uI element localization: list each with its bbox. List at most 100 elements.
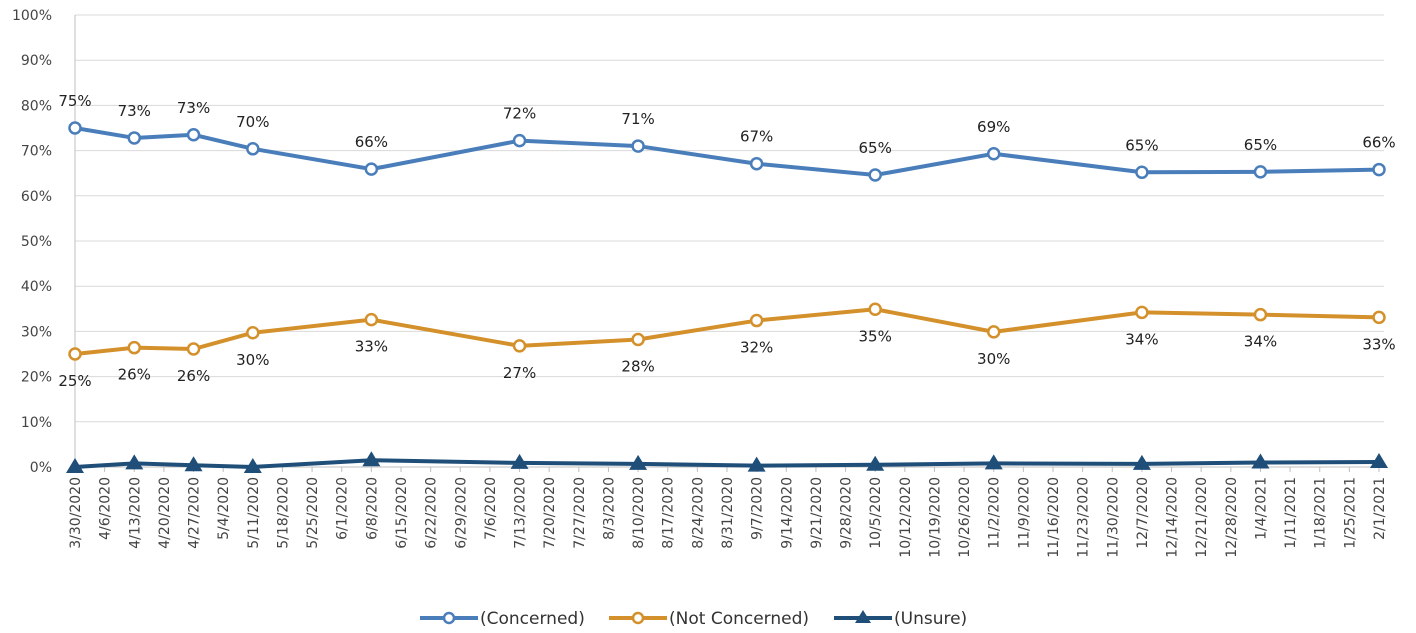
- marker: [186, 342, 201, 356]
- x-tick-label: 10/5/2020: [868, 477, 884, 549]
- x-tick-label: 8/10/2020: [631, 477, 647, 549]
- y-tick-label: 30%: [21, 324, 52, 340]
- data-label: 73%: [177, 99, 210, 117]
- x-tick-label: 8/17/2020: [661, 477, 677, 549]
- x-tick-label: 9/14/2020: [779, 477, 795, 549]
- y-tick-label: 20%: [21, 370, 52, 386]
- data-label: 66%: [355, 133, 388, 151]
- x-tick-label: 8/3/2020: [601, 477, 617, 540]
- marker: [364, 162, 379, 176]
- marker: [512, 339, 527, 353]
- x-tick-label: 10/12/2020: [898, 477, 914, 558]
- y-tick-label: 100%: [12, 8, 52, 24]
- x-tick-label: 1/11/2021: [1283, 477, 1299, 549]
- x-tick-label: 5/25/2020: [305, 477, 321, 549]
- y-tick-label: 70%: [21, 144, 52, 160]
- data-label: 32%: [740, 339, 773, 357]
- marker: [512, 133, 527, 148]
- data-label: 26%: [118, 366, 151, 384]
- data-label: 65%: [859, 139, 892, 157]
- legend-label: (Not Concerned): [669, 609, 809, 629]
- x-tick-label: 12/7/2020: [1135, 477, 1151, 549]
- y-tick-label: 80%: [21, 98, 52, 114]
- marker: [362, 451, 381, 467]
- y-tick-label: 60%: [21, 189, 52, 205]
- marker: [1253, 165, 1268, 179]
- marker: [510, 453, 529, 469]
- x-tick-label: 11/16/2020: [1046, 477, 1062, 558]
- x-tick-label: 12/28/2020: [1224, 477, 1240, 558]
- legend-label: (Concerned): [480, 609, 585, 629]
- marker: [125, 454, 144, 470]
- data-label: 26%: [177, 367, 210, 385]
- x-tick-label: 7/27/2020: [572, 477, 588, 549]
- marker: [749, 313, 764, 328]
- x-tick-label: 11/2/2020: [987, 477, 1003, 549]
- marker: [1135, 165, 1149, 180]
- x-tick-label: 9/21/2020: [809, 477, 825, 549]
- x-tick-label: 1/18/2021: [1313, 477, 1329, 549]
- marker: [186, 128, 201, 142]
- data-label: 34%: [1125, 330, 1158, 348]
- x-tick-label: 10/26/2020: [957, 477, 973, 558]
- legend-marker: [855, 610, 871, 623]
- x-tick-label: 2/1/2021: [1372, 477, 1388, 540]
- x-tick-label: 5/11/2020: [246, 477, 262, 549]
- series-line: [74, 458, 1380, 470]
- marker: [184, 456, 203, 472]
- marker: [1251, 453, 1270, 469]
- marker: [866, 455, 885, 471]
- x-tick-label: 7/6/2020: [483, 477, 499, 540]
- y-tick-label: 90%: [21, 53, 52, 69]
- y-tick-label: 10%: [21, 415, 52, 431]
- marker: [984, 454, 1003, 470]
- x-tick-label: 6/8/2020: [364, 477, 380, 540]
- marker: [868, 302, 882, 317]
- data-label: 34%: [1244, 333, 1277, 351]
- marker: [631, 139, 645, 153]
- marker: [631, 332, 645, 347]
- legend-marker: [631, 611, 645, 625]
- data-label: 66%: [1362, 134, 1395, 152]
- marker: [1253, 307, 1268, 322]
- x-tick-label: 6/15/2020: [394, 477, 410, 549]
- marker: [68, 347, 82, 361]
- x-tick-label: 7/20/2020: [542, 477, 558, 549]
- data-label: 73%: [118, 102, 151, 120]
- y-tick-label: 40%: [21, 279, 52, 295]
- marker: [1372, 310, 1386, 325]
- legend-label: (Unsure): [894, 609, 967, 629]
- x-tick-label: 11/23/2020: [1076, 477, 1092, 558]
- legend-marker: [442, 611, 456, 625]
- x-tick-label: 4/27/2020: [187, 477, 203, 549]
- data-label: 35%: [859, 327, 892, 345]
- x-tick-label: 1/4/2021: [1253, 477, 1269, 540]
- marker: [749, 156, 764, 171]
- data-label: 27%: [503, 364, 536, 382]
- x-tick-label: 12/21/2020: [1194, 477, 1210, 558]
- marker: [986, 147, 1001, 161]
- data-label: 65%: [1125, 136, 1158, 154]
- x-tick-label: 5/18/2020: [275, 477, 291, 549]
- data-label: 65%: [1244, 136, 1277, 154]
- y-tick-label: 50%: [21, 234, 52, 250]
- x-tick-label: 8/31/2020: [720, 477, 736, 549]
- x-tick-label: 8/24/2020: [690, 477, 706, 549]
- marker: [1135, 305, 1149, 320]
- marker: [127, 340, 142, 355]
- x-tick-label: 4/20/2020: [157, 477, 173, 549]
- x-tick-label: 1/25/2021: [1342, 477, 1358, 549]
- x-tick-label: 3/30/2020: [68, 477, 84, 549]
- marker: [364, 312, 379, 327]
- series-line: [74, 126, 1380, 178]
- marker: [986, 325, 1001, 339]
- marker: [747, 456, 766, 472]
- marker: [246, 326, 260, 340]
- x-tick-label: 4/6/2020: [98, 477, 114, 540]
- data-label: 25%: [58, 372, 91, 390]
- data-label: 33%: [1362, 335, 1395, 353]
- marker: [127, 131, 142, 145]
- data-label: 33%: [355, 338, 388, 356]
- marker: [246, 142, 260, 156]
- x-tick-label: 9/7/2020: [750, 477, 766, 540]
